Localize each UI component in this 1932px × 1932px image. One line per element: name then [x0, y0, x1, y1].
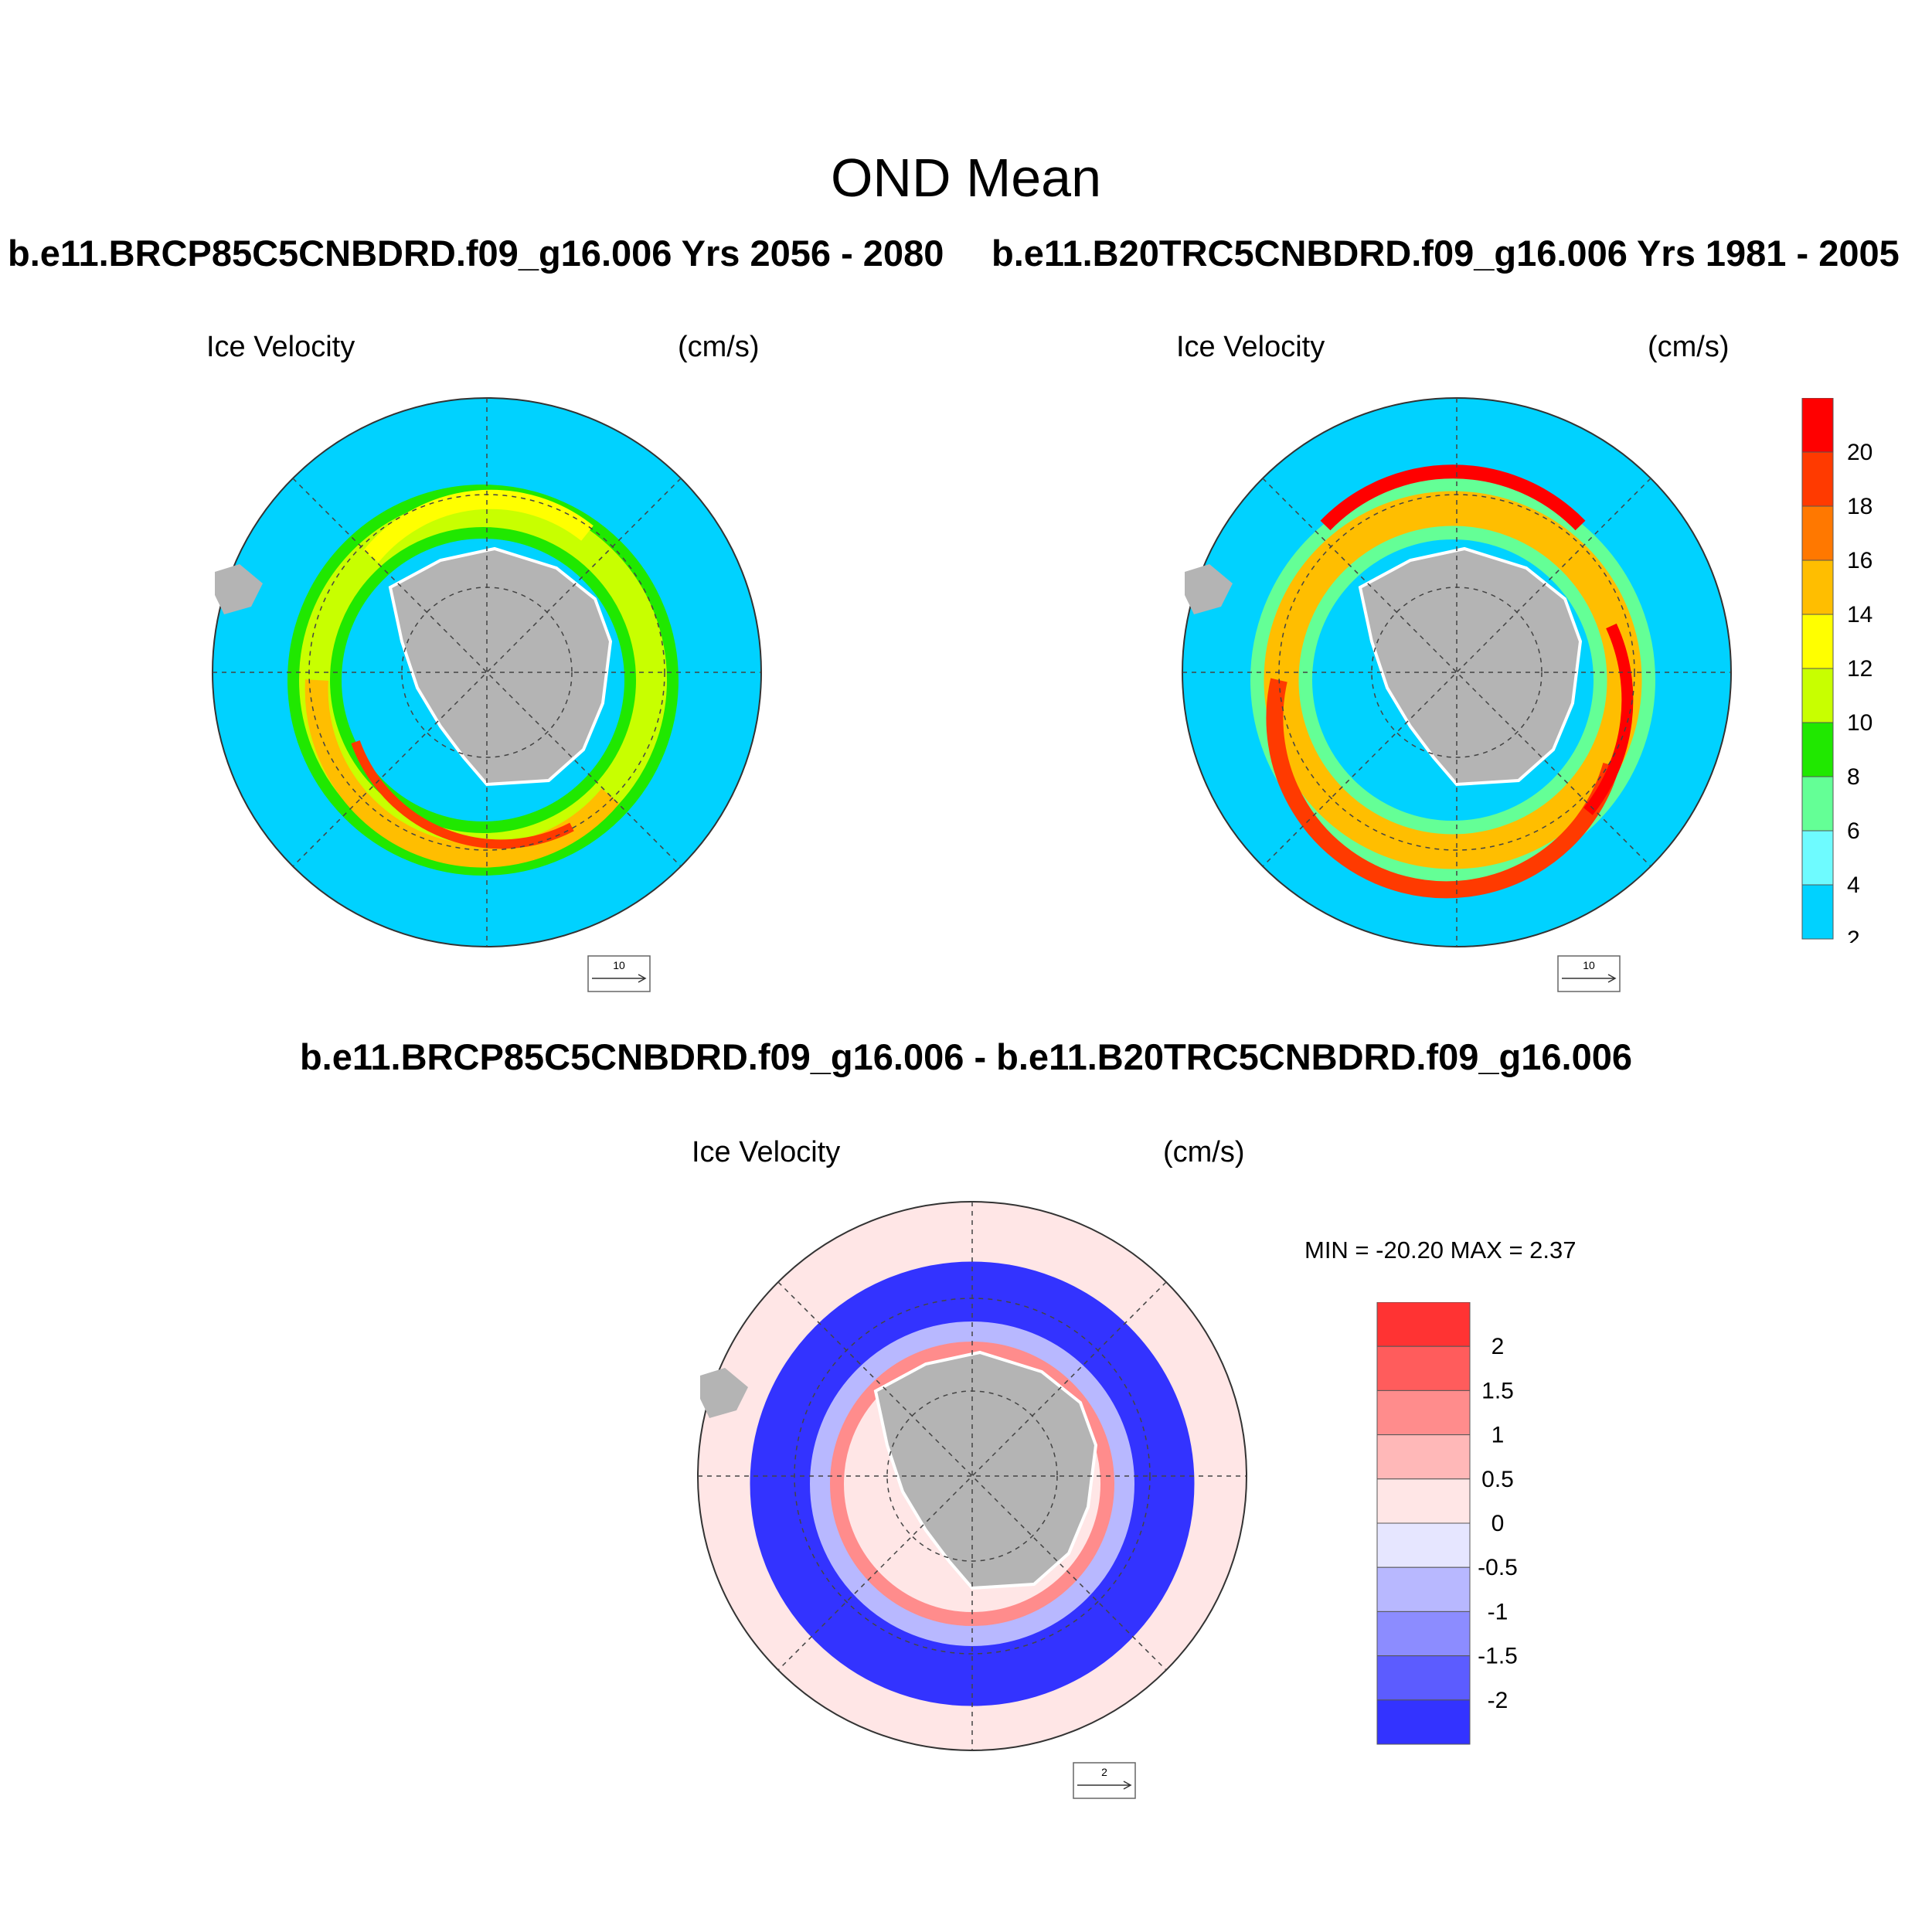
top-colorbar-tick-label: 8: [1847, 764, 1860, 790]
difference-colorbar-tick-label: 0.5: [1481, 1467, 1514, 1492]
panel-2-run-title: b.e11.B20TRC5CNBDRD.f09_g16.006 Yrs 1981…: [992, 233, 1900, 274]
top-colorbar: 20 18 16 14 12 10 8 6 4 2: [1801, 398, 1872, 943]
difference-colorbar-tick-label: -1: [1488, 1599, 1509, 1624]
difference-colorbar-swatch: [1376, 1302, 1471, 1347]
panel-1-reference-vector-label: 10: [613, 959, 625, 971]
panel-2-velocity-ring: [1250, 464, 1655, 899]
difference-colorbar-swatch: [1376, 1345, 1471, 1391]
top-colorbar-tick-label: 12: [1847, 656, 1872, 682]
difference-colorbar-tick-label: -1.5: [1478, 1644, 1518, 1669]
panel-2-graticule: [1182, 398, 1731, 947]
panel-1-south-america: [215, 564, 263, 614]
panel-2-reference-vector-label: 10: [1583, 959, 1595, 971]
panel-1-run-title: b.e11.BRCP85C5CNBDRD.f09_g16.006 Yrs 205…: [8, 233, 944, 274]
difference-colorbar-swatch: [1376, 1478, 1471, 1524]
panel-1-variable-label: Ice Velocity: [206, 331, 355, 363]
panel-2-variable-label: Ice Velocity: [1176, 331, 1325, 363]
difference-colorbar-swatch: [1376, 1522, 1471, 1568]
difference-colorbar-tick-label: 2: [1492, 1334, 1505, 1359]
figure-title: OND Mean: [830, 148, 1102, 208]
top-colorbar-swatch: [1801, 668, 1834, 723]
top-colorbar-swatch: [1801, 776, 1834, 832]
panel-2-reference-vector: 10: [1557, 955, 1621, 992]
difference-variable-label: Ice Velocity: [692, 1136, 841, 1168]
panel-2-south-america: [1185, 564, 1233, 614]
difference-colorbar-tick-label: 1.5: [1481, 1378, 1514, 1403]
difference-graticule: [698, 1202, 1247, 1750]
difference-colorbar-tick-label: 1: [1492, 1423, 1505, 1448]
top-colorbar-tick-label: 16: [1847, 548, 1872, 573]
top-colorbar-swatch: [1801, 398, 1834, 453]
top-colorbar-tick-label: 6: [1847, 818, 1860, 844]
top-colorbar-tick-label: 2: [1847, 927, 1860, 943]
top-colorbar-tick-label: 10: [1847, 710, 1872, 736]
difference-colorbar-tick-label: 0: [1492, 1511, 1505, 1536]
top-colorbar-swatch: [1801, 614, 1834, 669]
difference-south-america: [700, 1368, 748, 1418]
top-colorbar-swatch: [1801, 451, 1834, 507]
panel-1-velocity-ring: [287, 485, 679, 876]
panel-1-antarctica: [388, 546, 613, 787]
top-colorbar-swatch: [1801, 560, 1834, 615]
panel-2-antarctica: [1358, 546, 1583, 787]
difference-polar-map: [697, 1201, 1247, 1751]
panel-2-units-label: (cm/s): [1648, 331, 1730, 363]
difference-reference-vector-label: 2: [1101, 1766, 1107, 1778]
top-colorbar-tick-label: 4: [1847, 872, 1860, 898]
difference-title: b.e11.BRCP85C5CNBDRD.f09_g16.006 - b.e11…: [299, 1036, 1633, 1077]
difference-reference-vector: 2: [1073, 1762, 1136, 1799]
top-colorbar-tick-label: 18: [1847, 494, 1872, 519]
difference-colorbar-tick-label: -0.5: [1478, 1555, 1518, 1580]
difference-minmax-label: MIN = -20.20 MAX = 2.37: [1304, 1236, 1577, 1264]
panel-2-polar-map: [1182, 397, 1732, 947]
panel-1-units-label: (cm/s): [678, 331, 760, 363]
difference-colorbar-swatch: [1376, 1655, 1471, 1701]
difference-colorbar-swatch: [1376, 1566, 1471, 1612]
top-colorbar-tick-label: 20: [1847, 440, 1872, 465]
top-colorbar-tick-label: 14: [1847, 602, 1872, 628]
difference-units-label: (cm/s): [1163, 1136, 1245, 1168]
panel-1-reference-vector: 10: [587, 955, 651, 992]
panel-1-polar-map: [212, 397, 762, 947]
difference-colorbar: 2 1.5 1 0.5 0 -0.5 -1 -1.5 -2: [1376, 1302, 1518, 1745]
top-colorbar-swatch: [1801, 830, 1834, 886]
top-colorbar-swatch: [1801, 505, 1834, 561]
difference-colorbar-swatch: [1376, 1389, 1471, 1436]
panel-1-graticule: [213, 398, 761, 947]
top-colorbar-swatch: [1801, 884, 1834, 940]
difference-antarctica: [873, 1350, 1098, 1590]
top-colorbar-swatch: [1801, 722, 1834, 777]
difference-colorbar-swatch: [1376, 1434, 1471, 1480]
difference-colorbar-swatch: [1376, 1611, 1471, 1657]
difference-colorbar-tick-label: -2: [1488, 1688, 1509, 1713]
difference-colorbar-swatch: [1376, 1699, 1471, 1745]
